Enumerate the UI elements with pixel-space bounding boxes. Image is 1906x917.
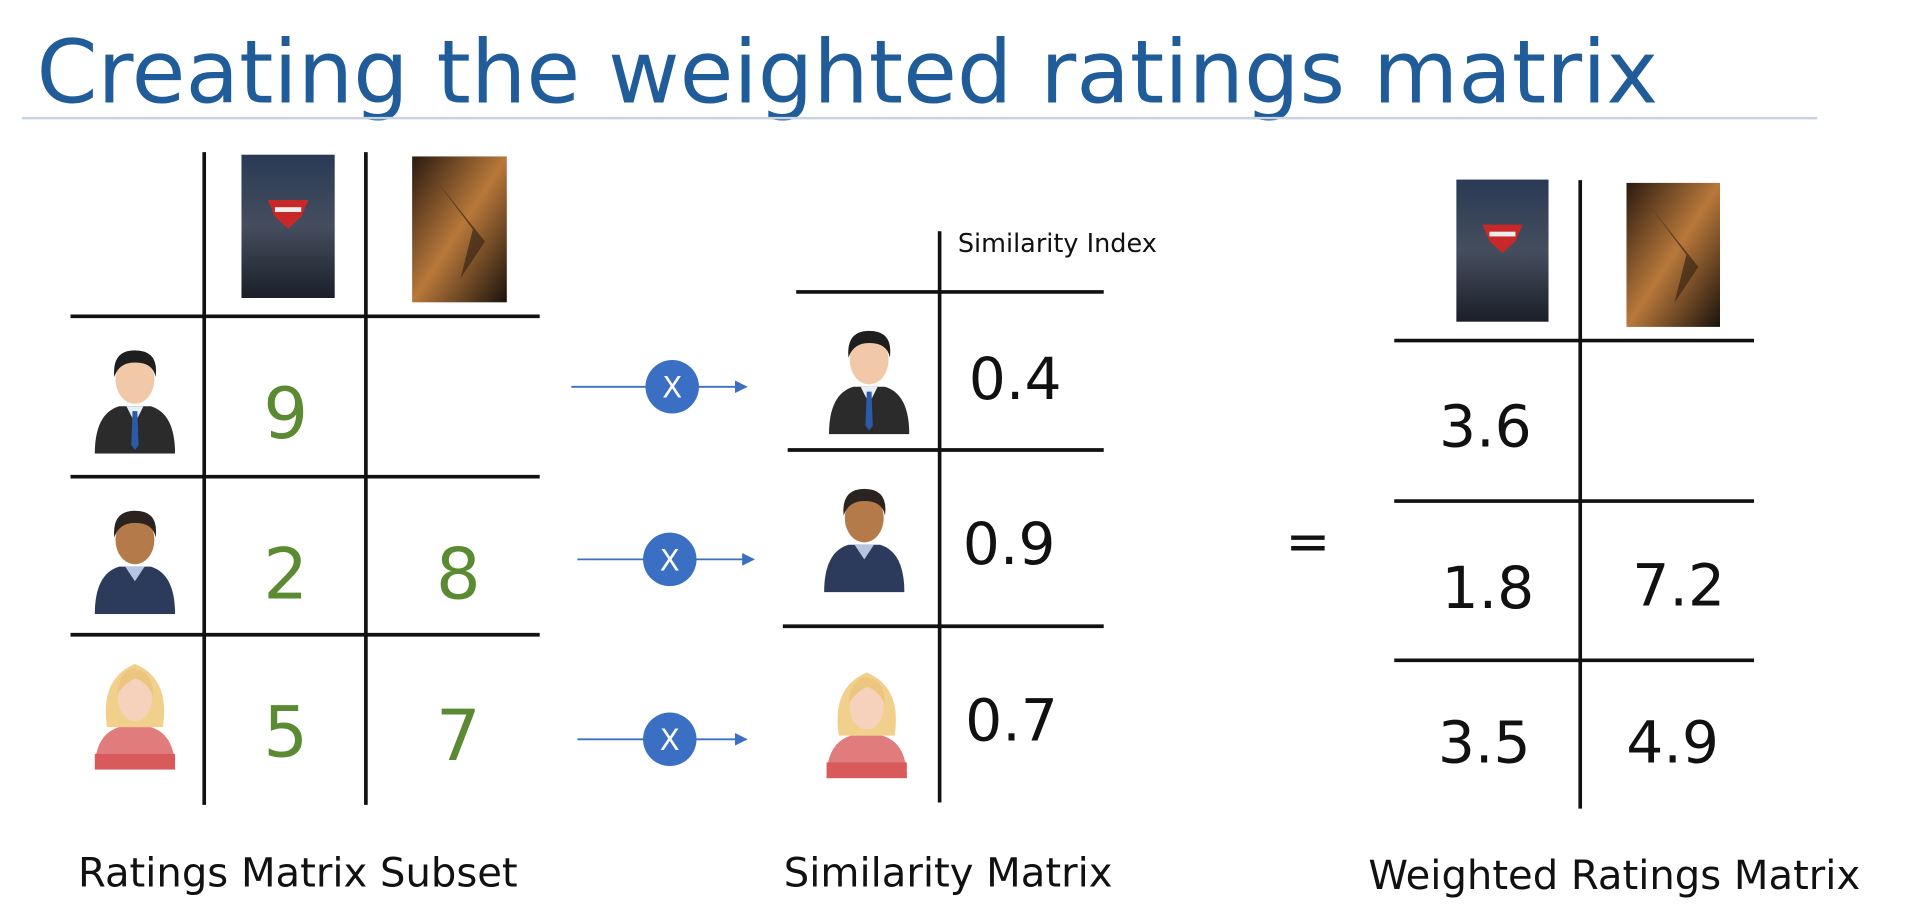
- similarity-matrix: Similarity Index 0.4 0.9 0.7: [782, 229, 1157, 803]
- rating: 9: [263, 373, 308, 455]
- operator: X: [660, 543, 680, 577]
- similarity-value: 0.9: [963, 510, 1056, 578]
- operator: X: [662, 371, 682, 405]
- rating: 2: [263, 533, 308, 615]
- similarity-header: Similarity Index: [958, 229, 1157, 259]
- rating: 5: [263, 691, 308, 773]
- weighted-value: 1.8: [1441, 554, 1534, 622]
- equals-sign: =: [1286, 509, 1331, 572]
- weighted-value: 7.2: [1632, 552, 1725, 620]
- weighted-value: 4.9: [1626, 708, 1719, 776]
- weighted-value: 3.5: [1438, 708, 1531, 776]
- rating: 7: [436, 695, 481, 777]
- weighted-matrix: 3.6 1.8 7.2 3.5 4.9: [1394, 179, 1755, 809]
- similarity-value: 0.4: [969, 345, 1062, 413]
- caption: Similarity Matrix: [784, 850, 1113, 896]
- caption: Ratings Matrix Subset: [78, 850, 518, 896]
- multiply-arrows: X X X: [571, 360, 755, 767]
- caption: Weighted Ratings Matrix: [1368, 853, 1860, 899]
- title: Creating the weighted ratings matrix: [36, 21, 1658, 123]
- ratings-matrix: 9 2 8 5 7: [70, 152, 540, 805]
- similarity-value: 0.7: [965, 687, 1058, 755]
- weighted-value: 3.6: [1439, 392, 1532, 460]
- operator: X: [660, 723, 680, 757]
- rating: 8: [436, 533, 481, 615]
